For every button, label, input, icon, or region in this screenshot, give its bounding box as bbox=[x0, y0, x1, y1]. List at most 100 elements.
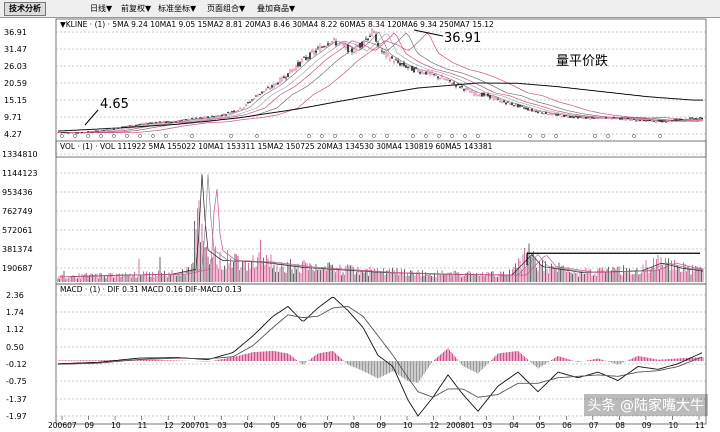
event-marker bbox=[125, 134, 129, 138]
candle bbox=[671, 120, 673, 122]
candle bbox=[667, 120, 669, 123]
candle bbox=[333, 37, 335, 42]
event-marker bbox=[541, 134, 545, 138]
candle bbox=[361, 41, 363, 50]
candle bbox=[517, 103, 519, 109]
volume-tick: 953436 bbox=[2, 188, 33, 197]
candle bbox=[155, 121, 157, 124]
candle bbox=[497, 97, 499, 101]
candle bbox=[179, 120, 181, 122]
candle bbox=[81, 131, 83, 134]
x-axis-label: 09 bbox=[85, 421, 95, 430]
candle bbox=[475, 91, 477, 97]
volume-ma-line bbox=[58, 174, 704, 278]
candle bbox=[225, 113, 227, 117]
candle bbox=[311, 48, 313, 53]
candle bbox=[419, 70, 421, 75]
candle bbox=[133, 125, 135, 127]
candle bbox=[251, 98, 253, 102]
candle bbox=[73, 131, 75, 134]
candle bbox=[659, 119, 661, 122]
candle bbox=[93, 130, 95, 133]
candle bbox=[223, 113, 225, 116]
candle bbox=[383, 51, 385, 55]
candle bbox=[461, 85, 463, 89]
candle bbox=[683, 119, 685, 121]
x-axis-label: 12 bbox=[164, 421, 174, 430]
event-marker bbox=[528, 134, 532, 138]
volume-y-axis: 1334810 1144123 953436 762749 572061 381… bbox=[2, 150, 38, 273]
candle bbox=[429, 71, 431, 77]
candle bbox=[91, 131, 93, 133]
candle bbox=[463, 88, 465, 93]
candle bbox=[177, 119, 179, 122]
candle bbox=[647, 120, 649, 122]
candle bbox=[105, 129, 107, 131]
candle bbox=[215, 115, 217, 117]
candle bbox=[571, 115, 573, 119]
period-menu[interactable]: 日线▼ bbox=[90, 4, 113, 13]
candle bbox=[541, 111, 543, 114]
candle bbox=[395, 57, 397, 61]
volume-tick: 1334810 bbox=[2, 150, 38, 159]
candle bbox=[85, 131, 87, 133]
macd-tick: -1.97 bbox=[6, 412, 27, 421]
x-axis-label: 06 bbox=[297, 421, 307, 430]
candle bbox=[281, 76, 283, 83]
candle bbox=[551, 112, 553, 116]
kline-grid bbox=[56, 31, 706, 135]
candle bbox=[67, 132, 69, 134]
candle bbox=[525, 106, 527, 110]
x-axis-label: 10 bbox=[403, 421, 413, 430]
candle bbox=[345, 41, 347, 51]
candle bbox=[407, 65, 409, 71]
candle bbox=[471, 89, 473, 93]
stock-chart: ▼KLINE · (1) · 5MA 9.24 10MA1 9.05 15MA2… bbox=[2, 18, 707, 430]
candle bbox=[193, 118, 195, 121]
candle bbox=[531, 107, 533, 112]
candle bbox=[121, 126, 123, 128]
candle bbox=[271, 84, 273, 90]
candle bbox=[691, 117, 693, 119]
volume-header: VOL · (1) · VOL 111922 5MA 155022 10MA1 … bbox=[60, 142, 493, 151]
candle bbox=[247, 101, 249, 105]
overlay-menu[interactable]: 叠加商品▼ bbox=[257, 4, 296, 13]
layout-menu[interactable]: 页面组合▼ bbox=[207, 4, 246, 13]
event-marker bbox=[333, 134, 337, 138]
candle bbox=[231, 111, 233, 114]
candle bbox=[241, 109, 243, 111]
candle bbox=[435, 72, 437, 76]
macd-signal-line bbox=[57, 306, 703, 398]
coordinate-menu[interactable]: 标准坐标▼ bbox=[158, 4, 197, 13]
candle bbox=[701, 117, 703, 120]
event-marker bbox=[450, 134, 454, 138]
candle bbox=[689, 117, 691, 119]
note-label: 量平价跌 bbox=[556, 53, 608, 69]
toolbar: 技术分析 日线▼ 前复权▼ 标准坐标▼ 页面组合▼ 叠加商品▼ bbox=[0, 0, 720, 18]
high-arrow bbox=[413, 29, 444, 37]
candle bbox=[469, 89, 471, 93]
adjust-menu[interactable]: 前复权▼ bbox=[121, 4, 152, 13]
candle bbox=[65, 132, 67, 134]
event-marker bbox=[229, 134, 233, 138]
candle bbox=[183, 118, 185, 121]
candle bbox=[113, 128, 115, 130]
volume-tick: 572061 bbox=[2, 226, 33, 235]
candle bbox=[623, 119, 625, 121]
candle bbox=[63, 132, 65, 134]
candle bbox=[389, 56, 391, 62]
candle bbox=[365, 35, 367, 41]
event-marker bbox=[112, 134, 116, 138]
x-axis-label: 200701 bbox=[181, 421, 210, 430]
candle bbox=[567, 116, 569, 119]
candle bbox=[217, 114, 219, 117]
candle bbox=[205, 116, 207, 118]
candle bbox=[537, 111, 539, 114]
candle bbox=[487, 92, 489, 98]
candle bbox=[357, 44, 359, 48]
candle bbox=[317, 45, 319, 51]
tech-analysis-button[interactable]: 技术分析 bbox=[4, 2, 46, 16]
candle bbox=[507, 101, 509, 103]
candle bbox=[415, 67, 417, 70]
candle bbox=[299, 61, 301, 68]
